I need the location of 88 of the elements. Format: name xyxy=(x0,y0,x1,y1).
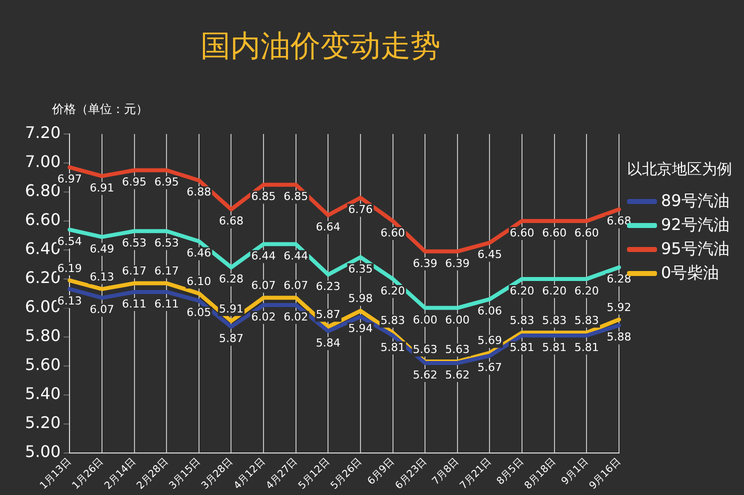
data-label: 5.81 xyxy=(574,340,599,354)
data-label: 6.44 xyxy=(284,250,308,263)
data-label: 5.91 xyxy=(218,302,244,316)
data-label: 6.64 xyxy=(316,220,340,234)
data-label: 6.35 xyxy=(348,262,373,276)
legend-label: 0号柴油 xyxy=(661,262,720,284)
data-label: 6.85 xyxy=(251,190,276,204)
data-label: 6.68 xyxy=(218,214,244,228)
data-label: 6.11 xyxy=(122,297,147,310)
data-label: 6.02 xyxy=(251,310,276,324)
data-label: 5.84 xyxy=(316,336,340,350)
data-label: 6.97 xyxy=(57,172,82,186)
data-label: 5.83 xyxy=(510,314,534,327)
data-label: 6.60 xyxy=(542,226,567,240)
data-label: 6.19 xyxy=(57,262,82,275)
data-label: 6.60 xyxy=(574,226,599,240)
data-label: 6.11 xyxy=(154,297,179,310)
legend-label: 95号汽油 xyxy=(661,238,730,260)
data-label: 5.81 xyxy=(542,340,567,354)
data-label: 6.88 xyxy=(186,186,212,199)
data-label: 5.94 xyxy=(348,322,373,335)
data-label: 5.62 xyxy=(412,368,438,382)
data-label: 6.60 xyxy=(380,226,406,240)
data-label: 6.05 xyxy=(186,306,212,320)
data-label: 6.95 xyxy=(154,176,179,189)
data-label: 5.81 xyxy=(510,340,534,354)
y-tick-label: 5.40 xyxy=(25,384,61,404)
data-label: 6.53 xyxy=(154,236,179,250)
data-label: 5.83 xyxy=(542,314,567,327)
data-label: 6.28 xyxy=(606,272,632,286)
data-label: 5.67 xyxy=(477,361,502,374)
data-label: 6.39 xyxy=(412,256,438,270)
legend-label: 92号汽油 xyxy=(661,214,730,236)
chart-title: 国内油价变动走势 xyxy=(200,28,440,64)
data-label: 6.85 xyxy=(284,190,308,204)
legend-label: 89号汽油 xyxy=(661,190,730,212)
data-label: 6.07 xyxy=(90,303,114,316)
y-axis-title: 价格（单位：元） xyxy=(51,102,148,116)
data-label: 6.49 xyxy=(90,242,114,256)
x-tick-label: 5月26日 xyxy=(329,456,364,492)
y-tick-label: 5.60 xyxy=(25,355,61,374)
legend-title: 以北京地区为例 xyxy=(627,160,732,179)
data-label: 5.83 xyxy=(574,314,599,327)
data-label: 6.00 xyxy=(412,313,438,326)
data-label: 6.07 xyxy=(251,279,276,292)
data-label: 5.98 xyxy=(348,292,373,306)
data-label: 5.81 xyxy=(380,340,406,354)
data-label: 6.17 xyxy=(154,264,179,278)
data-label: 6.13 xyxy=(90,270,114,284)
data-label: 6.44 xyxy=(251,250,276,263)
data-label: 5.83 xyxy=(380,314,406,327)
data-label: 6.07 xyxy=(284,279,308,292)
data-label: 6.46 xyxy=(186,246,212,260)
data-label: 6.45 xyxy=(477,248,502,262)
x-tick-label: 8月18日 xyxy=(522,456,558,492)
data-label: 6.20 xyxy=(510,284,534,298)
data-label: 6.06 xyxy=(477,304,502,318)
y-tick-label: 7.00 xyxy=(25,152,61,172)
data-label: 6.76 xyxy=(348,203,373,216)
data-label: 6.20 xyxy=(542,284,567,298)
data-label: 6.53 xyxy=(122,236,147,250)
y-tick-label: 6.60 xyxy=(25,210,61,230)
y-tick-label: 5.20 xyxy=(25,413,61,432)
data-label: 6.10 xyxy=(186,274,212,288)
data-label: 6.20 xyxy=(574,284,599,298)
y-tick-label: 5.80 xyxy=(25,326,61,346)
data-label: 5.62 xyxy=(445,368,470,382)
data-label: 6.91 xyxy=(90,181,114,194)
data-label: 5.92 xyxy=(606,300,632,314)
data-label: 5.63 xyxy=(412,342,438,356)
data-label: 6.60 xyxy=(510,226,534,240)
data-label: 6.23 xyxy=(316,280,340,293)
data-label: 6.68 xyxy=(606,214,632,228)
x-tick-label: 7月21日 xyxy=(458,456,494,492)
data-label: 6.02 xyxy=(284,310,308,324)
y-tick-label: 5.00 xyxy=(25,442,61,462)
data-label: 6.00 xyxy=(445,313,470,326)
data-label: 5.88 xyxy=(606,330,632,344)
data-label: 6.95 xyxy=(122,176,147,189)
data-label: 6.28 xyxy=(218,272,244,286)
data-label: 6.17 xyxy=(122,264,147,278)
data-label: 5.63 xyxy=(445,342,470,356)
data-label: 5.87 xyxy=(316,308,340,322)
data-label: 5.87 xyxy=(218,332,244,346)
data-label: 6.39 xyxy=(445,256,470,270)
data-label: 5.69 xyxy=(477,334,502,348)
data-label: 6.20 xyxy=(380,284,406,298)
y-tick-label: 7.20 xyxy=(25,123,61,142)
